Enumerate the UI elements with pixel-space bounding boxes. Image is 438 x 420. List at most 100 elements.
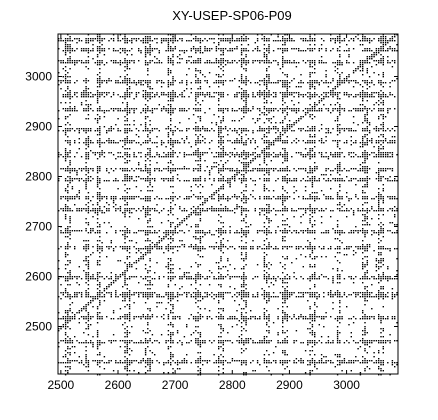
data-point <box>190 48 192 50</box>
data-point <box>128 340 131 342</box>
data-point <box>220 362 222 364</box>
data-point <box>190 190 192 192</box>
data-point <box>64 178 67 180</box>
data-point <box>147 100 149 102</box>
data-point <box>240 286 243 288</box>
data-point <box>90 92 92 94</box>
data-point <box>295 318 298 320</box>
data-point <box>71 278 74 280</box>
data-point <box>172 94 174 96</box>
data-point <box>206 48 208 50</box>
data-point <box>293 168 295 170</box>
data-point <box>263 92 266 94</box>
data-point <box>131 176 133 178</box>
data-point <box>117 318 119 320</box>
data-point <box>147 246 149 248</box>
data-point <box>112 128 115 130</box>
data-point <box>103 222 106 224</box>
data-point <box>96 184 99 186</box>
data-point <box>172 84 174 86</box>
data-point <box>199 116 202 118</box>
data-point <box>163 314 165 316</box>
data-point <box>192 170 195 172</box>
data-point <box>158 198 160 200</box>
data-point <box>64 108 67 110</box>
data-point <box>174 168 176 170</box>
data-point <box>195 128 197 130</box>
data-point <box>165 50 167 52</box>
data-point <box>195 122 197 124</box>
data-point <box>156 162 158 164</box>
data-point <box>69 140 71 142</box>
data-point <box>122 246 124 248</box>
data-point <box>183 362 186 364</box>
data-point <box>220 260 222 262</box>
data-point <box>263 278 266 280</box>
data-point <box>268 148 270 150</box>
data-point <box>240 364 243 366</box>
data-point <box>144 216 147 218</box>
data-point <box>259 94 261 96</box>
data-point <box>71 340 74 342</box>
data-point <box>160 156 163 158</box>
data-point <box>263 290 266 292</box>
data-point <box>126 88 128 90</box>
data-point <box>234 248 236 250</box>
data-point <box>101 152 103 154</box>
data-point <box>124 200 126 202</box>
data-point <box>92 360 94 362</box>
data-point <box>286 140 288 142</box>
data-point <box>268 66 270 68</box>
data-point <box>220 354 222 356</box>
data-point <box>218 180 220 182</box>
data-point <box>149 240 151 242</box>
data-point <box>181 108 183 110</box>
data-point <box>122 248 124 250</box>
data-point <box>64 318 67 320</box>
data-point <box>218 214 220 216</box>
data-point <box>90 342 92 344</box>
data-point <box>147 308 149 310</box>
data-point <box>78 198 80 200</box>
data-point <box>144 60 147 62</box>
data-point <box>112 110 115 112</box>
data-point <box>245 264 247 266</box>
data-point <box>96 110 99 112</box>
data-point <box>268 190 270 192</box>
data-point <box>231 60 234 62</box>
data-point <box>170 140 172 142</box>
data-point <box>74 346 76 348</box>
data-point <box>229 80 231 82</box>
data-point <box>172 200 174 202</box>
data-point <box>167 238 170 240</box>
data-point <box>96 336 99 338</box>
data-point <box>243 158 245 160</box>
data-point <box>218 132 220 134</box>
data-point <box>279 136 282 138</box>
data-point <box>252 240 254 242</box>
data-point <box>236 324 238 326</box>
data-point <box>144 212 147 214</box>
data-point <box>128 312 131 314</box>
data-point <box>222 84 224 86</box>
data-point <box>240 352 243 354</box>
data-point <box>202 208 204 210</box>
data-point <box>58 72 60 74</box>
data-point <box>222 150 224 152</box>
data-point <box>126 124 128 126</box>
data-point <box>300 130 302 132</box>
data-point <box>220 160 222 162</box>
data-point <box>300 116 302 118</box>
data-point <box>218 110 220 112</box>
data-point <box>197 50 199 52</box>
data-point <box>174 142 176 144</box>
data-point <box>165 342 167 344</box>
data-point <box>85 38 87 40</box>
data-point <box>259 340 261 342</box>
data-point <box>126 346 128 348</box>
data-point <box>282 310 284 312</box>
data-point <box>302 110 304 112</box>
data-point <box>181 82 183 84</box>
data-point <box>64 134 67 136</box>
data-point <box>170 162 172 164</box>
